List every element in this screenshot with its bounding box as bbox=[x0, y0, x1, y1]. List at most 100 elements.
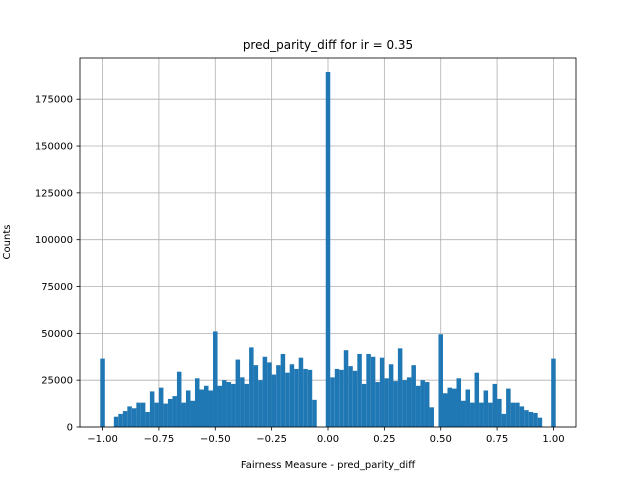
histogram-bar bbox=[492, 383, 498, 427]
histogram-bar bbox=[528, 412, 534, 427]
histogram-bar bbox=[154, 402, 159, 427]
histogram-bar bbox=[420, 380, 425, 427]
histogram-bar bbox=[361, 383, 367, 427]
histogram-bar bbox=[190, 400, 195, 427]
histogram-bar bbox=[537, 417, 543, 427]
histogram-bar bbox=[113, 416, 119, 427]
histogram-bar bbox=[222, 380, 227, 427]
y-tick-label: 50000 bbox=[41, 329, 73, 340]
histogram-bars bbox=[100, 72, 556, 428]
x-tick-label: −0.50 bbox=[200, 434, 231, 445]
histogram-bar bbox=[307, 369, 313, 427]
histogram-bar bbox=[402, 380, 407, 427]
histogram-bar bbox=[122, 411, 128, 427]
histogram-bar bbox=[357, 353, 362, 427]
histogram-bar bbox=[397, 348, 403, 427]
histogram-bar bbox=[330, 377, 335, 427]
histogram-bar bbox=[298, 357, 304, 427]
histogram-bar bbox=[271, 374, 277, 427]
histogram-bar bbox=[163, 403, 168, 427]
histogram-bar bbox=[334, 368, 340, 427]
histogram-bar bbox=[181, 402, 186, 427]
histogram-bar bbox=[447, 387, 452, 427]
histogram-bar bbox=[267, 362, 272, 427]
histogram-bar bbox=[370, 356, 376, 427]
histogram-bar bbox=[226, 382, 232, 427]
histogram-bar bbox=[352, 370, 358, 427]
histogram-bar bbox=[506, 388, 511, 427]
chart-title: pred_parity_diff for ir = 0.35 bbox=[243, 38, 413, 52]
histogram-bar bbox=[406, 377, 412, 427]
histogram-bar bbox=[100, 358, 105, 427]
y-axis-label: Counts bbox=[2, 225, 13, 260]
y-axis-ticks: 0 25000 50000 75000 100000 125000 150000 175000 bbox=[35, 95, 80, 434]
histogram-bar bbox=[343, 350, 349, 427]
histogram-bar bbox=[479, 402, 484, 427]
x-tick-label: −0.25 bbox=[256, 434, 287, 445]
histogram-bar bbox=[185, 390, 191, 427]
histogram-bar bbox=[411, 365, 416, 427]
x-tick-label: 0.25 bbox=[373, 434, 395, 445]
histogram-bar bbox=[510, 402, 516, 427]
x-axis-ticks: −1.00 −0.75 −0.50 −0.25 0.00 0.25 0.50 0.75 1.00 bbox=[87, 427, 565, 445]
histogram-bar bbox=[415, 385, 421, 427]
histogram-bar bbox=[253, 365, 259, 427]
histogram-bar bbox=[483, 390, 489, 427]
histogram-bar bbox=[461, 400, 466, 427]
x-tick-label: 0.00 bbox=[317, 434, 339, 445]
histogram-bar bbox=[456, 378, 462, 427]
y-tick-label: 25000 bbox=[41, 376, 73, 387]
histogram-bar bbox=[452, 388, 457, 427]
x-tick-label: 0.75 bbox=[486, 434, 508, 445]
histogram-bar bbox=[551, 358, 556, 427]
histogram-bar bbox=[497, 398, 502, 427]
histogram-bar bbox=[194, 378, 200, 427]
histogram-bar bbox=[217, 385, 223, 427]
histogram-bar bbox=[348, 366, 353, 427]
histogram-bar bbox=[438, 334, 443, 427]
histogram-bar bbox=[474, 372, 480, 427]
histogram-bar bbox=[375, 382, 380, 427]
histogram-bar bbox=[176, 371, 182, 427]
y-tick-label: 100000 bbox=[35, 235, 73, 246]
histogram-bar bbox=[158, 387, 164, 427]
y-tick-label: 150000 bbox=[35, 142, 73, 153]
histogram-bar bbox=[172, 396, 177, 427]
histogram-bar bbox=[127, 406, 132, 427]
histogram-bar bbox=[424, 382, 430, 427]
histogram-bar bbox=[235, 359, 241, 427]
histogram-bar bbox=[258, 380, 263, 427]
histogram-bar bbox=[136, 402, 141, 427]
histogram-bar bbox=[303, 368, 308, 427]
y-tick-label: 125000 bbox=[35, 188, 73, 199]
histogram-bar bbox=[199, 389, 204, 427]
histogram-bar bbox=[442, 393, 448, 427]
histogram-bar bbox=[145, 412, 150, 427]
histogram-bar bbox=[393, 381, 398, 427]
x-tick-label: −1.00 bbox=[87, 434, 118, 445]
x-tick-label: 1.00 bbox=[542, 434, 564, 445]
histogram-bar bbox=[294, 368, 299, 427]
histogram-bar bbox=[213, 331, 218, 427]
histogram-bar bbox=[384, 378, 389, 427]
histogram-bar bbox=[280, 353, 286, 427]
histogram-bar bbox=[244, 383, 250, 427]
histogram-bar bbox=[167, 398, 173, 427]
histogram-bar bbox=[131, 408, 137, 427]
histogram-bar bbox=[366, 353, 371, 427]
x-axis-label: Fairness Measure - pred_parity_diff bbox=[241, 460, 416, 471]
histogram-bar bbox=[470, 402, 475, 427]
histogram-bar bbox=[204, 385, 209, 427]
histogram-bar bbox=[515, 402, 520, 427]
histogram-bar bbox=[501, 413, 507, 427]
histogram-bar bbox=[519, 406, 525, 427]
histogram-bar bbox=[285, 372, 290, 427]
y-tick-label: 175000 bbox=[35, 95, 73, 106]
histogram-bar bbox=[325, 72, 331, 428]
histogram-bar bbox=[249, 347, 254, 427]
histogram-bar bbox=[388, 364, 394, 427]
histogram-bar bbox=[289, 364, 295, 427]
histogram-bar bbox=[140, 402, 146, 427]
histogram-bar bbox=[488, 402, 493, 427]
x-tick-label: 0.50 bbox=[430, 434, 452, 445]
